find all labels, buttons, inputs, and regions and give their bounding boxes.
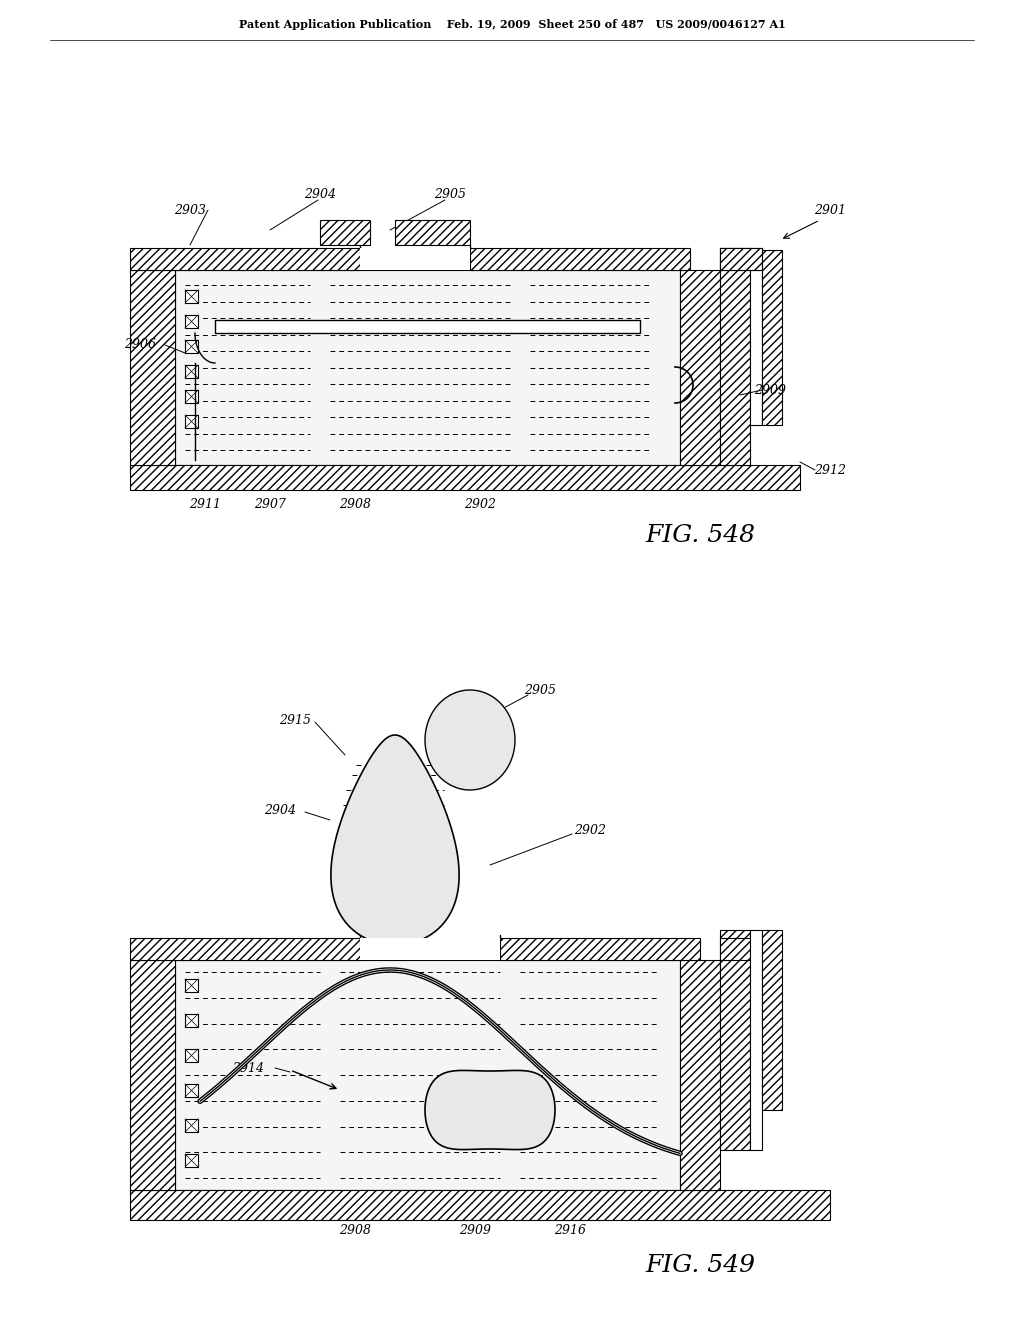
Bar <box>185 389 198 403</box>
Bar <box>175 960 680 1191</box>
Polygon shape <box>425 1071 555 1150</box>
Text: 2901: 2901 <box>814 203 846 216</box>
Bar <box>185 315 198 327</box>
Text: 2911: 2911 <box>189 499 221 511</box>
Bar <box>395 220 470 246</box>
Bar <box>185 341 198 352</box>
Bar <box>130 939 360 960</box>
Bar <box>720 248 762 271</box>
Bar <box>470 248 690 271</box>
Bar <box>750 931 762 1150</box>
Text: 2903: 2903 <box>174 203 206 216</box>
Bar <box>360 248 470 271</box>
Bar <box>680 271 720 465</box>
Bar <box>319 220 370 246</box>
Text: 2905: 2905 <box>434 189 466 202</box>
Text: 2902: 2902 <box>574 824 606 837</box>
Bar <box>215 319 640 333</box>
Polygon shape <box>425 690 515 789</box>
Bar <box>185 1154 198 1167</box>
Bar <box>185 366 198 378</box>
Text: 2908: 2908 <box>339 1224 371 1237</box>
Text: 2909: 2909 <box>459 1224 490 1237</box>
Text: 2906: 2906 <box>124 338 156 351</box>
Bar <box>185 979 198 993</box>
Text: 2902: 2902 <box>464 499 496 511</box>
Bar <box>130 960 175 1191</box>
Bar <box>175 271 680 465</box>
Bar <box>185 414 198 428</box>
Bar <box>185 290 198 304</box>
Bar <box>680 960 720 1191</box>
Bar <box>762 249 782 425</box>
Text: 2905: 2905 <box>524 684 556 697</box>
Bar <box>720 248 750 465</box>
Text: 2914: 2914 <box>232 1061 264 1074</box>
Text: 2909: 2909 <box>754 384 786 396</box>
Bar <box>720 939 770 960</box>
Bar <box>750 249 762 425</box>
Bar <box>762 931 782 1110</box>
Text: Patent Application Publication    Feb. 19, 2009  Sheet 250 of 487   US 2009/0046: Patent Application Publication Feb. 19, … <box>239 20 785 30</box>
Bar <box>130 465 800 490</box>
Text: 2908: 2908 <box>339 499 371 511</box>
Bar <box>360 939 500 960</box>
Text: FIG. 549: FIG. 549 <box>645 1254 755 1276</box>
Bar <box>185 1014 198 1027</box>
Bar <box>185 1119 198 1133</box>
Text: FIG. 548: FIG. 548 <box>645 524 755 546</box>
Text: 2912: 2912 <box>814 463 846 477</box>
Bar <box>185 1049 198 1063</box>
Text: 2907: 2907 <box>254 499 286 511</box>
Bar <box>720 931 750 1150</box>
Text: 2915: 2915 <box>279 714 311 726</box>
Text: 2904: 2904 <box>304 189 336 202</box>
Bar <box>130 248 360 271</box>
Bar <box>130 271 175 465</box>
Text: 2916: 2916 <box>554 1224 586 1237</box>
Text: 2904: 2904 <box>264 804 296 817</box>
Bar <box>720 248 762 271</box>
Bar <box>130 1191 830 1220</box>
Bar <box>500 939 700 960</box>
Polygon shape <box>331 735 459 945</box>
Bar <box>185 1084 198 1097</box>
